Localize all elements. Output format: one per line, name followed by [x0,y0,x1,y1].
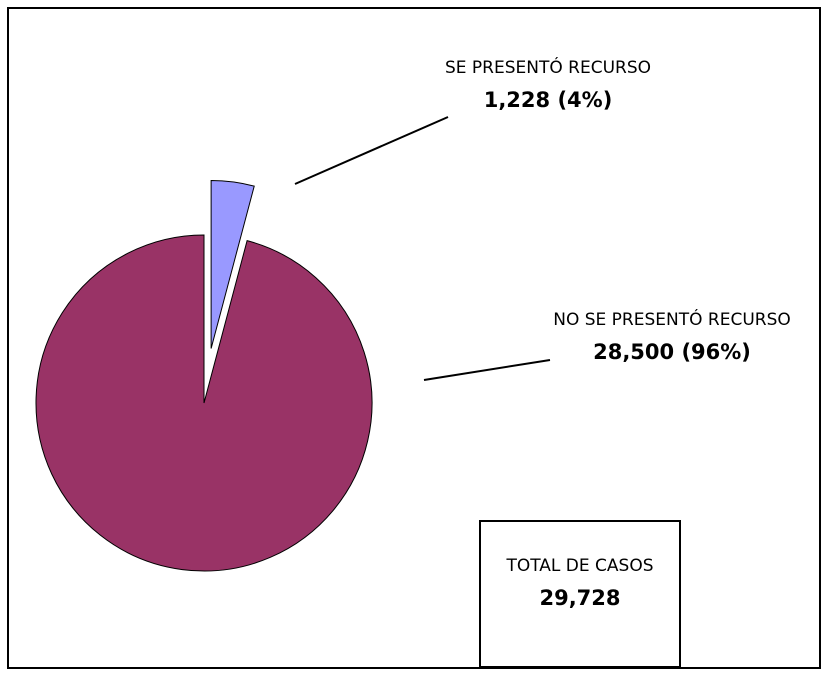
total-box [479,520,681,668]
leader-line [294,116,449,185]
leader-line [423,359,551,381]
slice-label: SE PRESENTÓ RECURSO 1,228 (4%) [438,53,658,117]
pie-slice [35,234,373,572]
category-label: NO SE PRESENTÓ RECURSO [553,310,791,330]
chart-border [7,7,821,669]
total-label: TOTAL DE CASOS [506,556,654,576]
slice-label: NO SE PRESENTÓ RECURSO 28,500 (96%) [552,305,792,369]
value-label: 28,500 (96%) [593,340,751,364]
total: TOTAL DE CASOS 29,728 [480,551,680,615]
category-label: SE PRESENTÓ RECURSO [444,58,651,78]
pie-slice [210,179,255,349]
total-value: 29,728 [539,586,621,610]
value-label: 1,228 (4%) [483,88,613,112]
